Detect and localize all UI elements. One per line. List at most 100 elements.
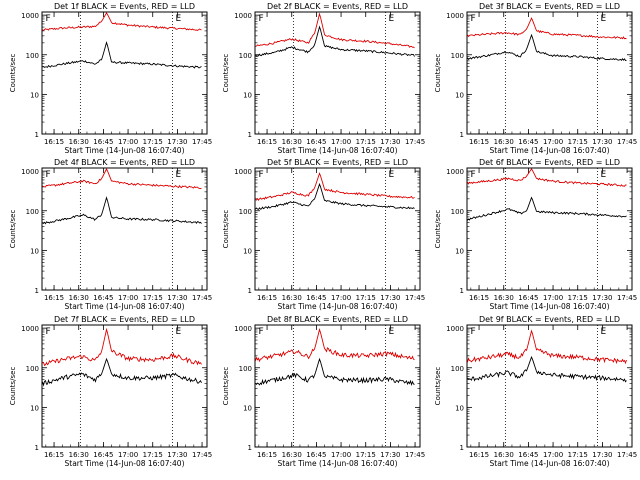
marker-label: F xyxy=(259,327,264,337)
marker-label: F xyxy=(46,170,51,180)
x-axis-label: Start Time (14-Jun-08 16:07:40) xyxy=(278,459,398,468)
series-line-lld xyxy=(467,168,627,187)
chart-title: Det 5f BLACK = Events, RED = LLD xyxy=(267,158,408,167)
plot-frame xyxy=(466,11,633,135)
x-tick-label: 16:15 xyxy=(469,138,489,146)
y-tick-label: 100 xyxy=(451,52,464,60)
x-tick-label: 17:00 xyxy=(118,138,138,146)
series-line-events xyxy=(467,33,627,62)
x-tick-label: 17:30 xyxy=(167,451,187,459)
y-tick-label: 100 xyxy=(26,208,39,216)
x-tick-label: 16:45 xyxy=(518,138,538,146)
plot-frame xyxy=(254,11,421,135)
x-axis-label: Start Time (14-Jun-08 16:07:40) xyxy=(65,459,185,468)
x-tick-label: 17:15 xyxy=(568,451,588,459)
y-tick-label: 10 xyxy=(30,91,39,99)
x-tick-label: 17:15 xyxy=(356,294,376,302)
x-tick-label: 17:30 xyxy=(380,138,400,146)
x-tick-label: 17:00 xyxy=(543,451,563,459)
plot-frame xyxy=(41,167,208,291)
series-line-lld xyxy=(42,12,202,32)
x-axis-label: Start Time (14-Jun-08 16:07:40) xyxy=(65,146,185,155)
x-tick-label: 17:00 xyxy=(543,294,563,302)
x-tick-label: 16:45 xyxy=(518,294,538,302)
y-tick-label: 100 xyxy=(451,208,464,216)
marker-label: F xyxy=(259,170,264,180)
marker-label: E xyxy=(388,14,394,24)
x-tick-label: 16:45 xyxy=(306,294,326,302)
y-tick-label: 10 xyxy=(243,91,252,99)
series-line-lld xyxy=(467,17,627,40)
y-tick-label: 10 xyxy=(455,247,464,255)
series-line-events xyxy=(467,355,627,383)
marker-label: E xyxy=(175,327,181,337)
y-axis-label: Counts/sec xyxy=(434,54,442,93)
y-tick-label: 10 xyxy=(243,404,252,412)
marker-label: F xyxy=(471,170,476,180)
x-tick-label: 17:15 xyxy=(356,451,376,459)
y-tick-label: 1 xyxy=(460,131,464,139)
x-tick-label: 17:45 xyxy=(192,138,212,146)
x-tick-label: 16:15 xyxy=(44,451,64,459)
x-tick-label: 16:45 xyxy=(93,138,113,146)
plot-frame xyxy=(466,167,633,291)
marker-label: F xyxy=(259,14,264,24)
y-axis-label: Counts/sec xyxy=(434,367,442,406)
x-tick-label: 17:00 xyxy=(543,138,563,146)
y-tick-label: 10 xyxy=(243,247,252,255)
x-tick-label: 16:45 xyxy=(306,138,326,146)
marker-label: E xyxy=(175,170,181,180)
x-tick-label: 16:15 xyxy=(469,451,489,459)
x-axis-label: Start Time (14-Jun-08 16:07:40) xyxy=(278,302,398,311)
x-tick-label: 16:45 xyxy=(518,451,538,459)
chart-title: Det 2f BLACK = Events, RED = LLD xyxy=(267,2,408,11)
chart-title: Det 1f BLACK = Events, RED = LLD xyxy=(54,2,195,11)
y-tick-label: 1 xyxy=(35,131,39,139)
x-tick-label: 17:45 xyxy=(617,294,637,302)
x-tick-label: 17:30 xyxy=(592,294,612,302)
y-tick-label: 1 xyxy=(460,287,464,295)
x-tick-label: 17:15 xyxy=(143,451,163,459)
x-axis-label: Start Time (14-Jun-08 16:07:40) xyxy=(490,146,610,155)
x-tick-label: 17:45 xyxy=(617,451,637,459)
series-line-events xyxy=(42,40,202,69)
x-tick-label: 17:00 xyxy=(118,451,138,459)
marker-label: F xyxy=(471,14,476,24)
x-tick-label: 16:30 xyxy=(69,138,89,146)
x-tick-label: 16:30 xyxy=(69,451,89,459)
x-tick-label: 17:00 xyxy=(331,451,351,459)
x-tick-label: 17:45 xyxy=(405,138,425,146)
x-tick-label: 16:30 xyxy=(494,138,514,146)
marker-label: E xyxy=(600,14,606,24)
marker-label: F xyxy=(46,327,51,337)
y-axis-label: Counts/sec xyxy=(222,210,230,249)
x-tick-label: 17:30 xyxy=(592,138,612,146)
x-tick-label: 17:30 xyxy=(167,294,187,302)
chart-title: Det 8f BLACK = Events, RED = LLD xyxy=(267,315,408,324)
y-axis-label: Counts/sec xyxy=(9,54,17,93)
y-tick-label: 1000 xyxy=(21,12,39,20)
y-tick-label: 1000 xyxy=(234,325,252,333)
x-tick-label: 16:30 xyxy=(494,451,514,459)
y-tick-label: 1 xyxy=(248,287,252,295)
x-tick-label: 17:15 xyxy=(568,294,588,302)
x-tick-label: 16:15 xyxy=(44,294,64,302)
y-tick-label: 1000 xyxy=(234,168,252,176)
y-tick-label: 1000 xyxy=(446,325,464,333)
x-tick-label: 17:45 xyxy=(405,451,425,459)
y-axis-label: Counts/sec xyxy=(434,210,442,249)
marker-label: E xyxy=(388,327,394,337)
chart-title: Det 6f BLACK = Events, RED = LLD xyxy=(479,158,620,167)
x-tick-label: 17:45 xyxy=(405,294,425,302)
x-axis-label: Start Time (14-Jun-08 16:07:40) xyxy=(65,302,185,311)
chart-title: Det 9f BLACK = Events, RED = LLD xyxy=(479,315,620,324)
x-tick-label: 16:30 xyxy=(282,294,302,302)
marker-label: F xyxy=(46,14,51,24)
x-tick-label: 16:30 xyxy=(494,294,514,302)
series-line-lld xyxy=(467,329,627,365)
marker-label: E xyxy=(600,327,606,337)
chart-title: Det 4f BLACK = Events, RED = LLD xyxy=(54,158,195,167)
x-tick-label: 17:00 xyxy=(331,294,351,302)
marker-label: E xyxy=(175,14,181,24)
